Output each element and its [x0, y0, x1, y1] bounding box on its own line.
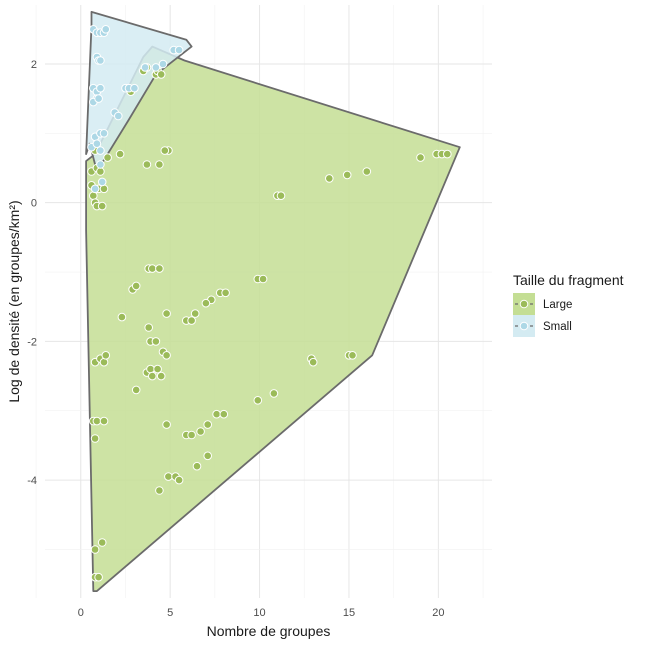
- x-tick-label: 20: [432, 607, 444, 619]
- point-large: [187, 316, 196, 325]
- tick-labels: 0 5 10 15 20 -4 -2 0 2: [27, 59, 444, 619]
- hull-small: [85, 10, 193, 173]
- hull-layer: [85, 10, 461, 592]
- point-large: [190, 309, 200, 318]
- point-large: [162, 420, 171, 429]
- legend-item-large: Large: [513, 293, 572, 315]
- point-large: [160, 146, 170, 155]
- point-large: [325, 174, 334, 183]
- x-tick-label: 15: [343, 607, 355, 619]
- point-large: [192, 461, 202, 471]
- point-large: [156, 70, 166, 79]
- point-large: [203, 420, 212, 429]
- hull-large: [85, 45, 461, 592]
- point-large: [221, 288, 230, 298]
- point-large: [443, 149, 452, 159]
- point-large: [342, 170, 352, 180]
- point-large: [115, 149, 125, 159]
- point-layer: [87, 25, 452, 582]
- point-large: [348, 351, 357, 360]
- point-large: [212, 409, 221, 419]
- point-large: [144, 323, 153, 332]
- point-large: [148, 371, 157, 381]
- point-large: [253, 396, 263, 405]
- y-tick-label: 0: [31, 198, 37, 210]
- y-axis-title: Log de densité (en groupes/km²): [6, 200, 22, 402]
- point-small: [96, 83, 105, 93]
- point-large: [99, 357, 109, 367]
- point-large: [308, 357, 318, 367]
- point-large: [148, 264, 157, 273]
- legend-title: Taille du fragment: [513, 272, 624, 288]
- point-small: [96, 146, 105, 155]
- point-large: [269, 389, 279, 398]
- point-small: [130, 83, 139, 93]
- x-tick-label: 5: [167, 607, 173, 619]
- point-large: [156, 371, 166, 381]
- point-small: [96, 160, 105, 169]
- point-small: [94, 94, 103, 103]
- point-large: [203, 451, 212, 461]
- point-small: [174, 45, 184, 55]
- legend: Taille du fragment Large Small: [513, 272, 624, 337]
- point-small: [140, 63, 150, 72]
- point-large: [142, 160, 152, 169]
- y-tick-label: -2: [27, 336, 37, 348]
- point-large: [174, 475, 184, 485]
- legend-key-point: [519, 321, 529, 331]
- point-large: [276, 191, 286, 200]
- point-small: [101, 25, 111, 34]
- point-large: [219, 409, 229, 419]
- point-large: [131, 385, 141, 395]
- point-small: [90, 184, 100, 194]
- point-large: [90, 434, 100, 443]
- point-small: [114, 111, 123, 121]
- point-large: [162, 309, 171, 318]
- point-small: [92, 139, 102, 148]
- point-large: [89, 191, 98, 200]
- point-large: [155, 160, 164, 169]
- point-small: [99, 129, 109, 138]
- point-large: [99, 416, 109, 426]
- x-tick-label: 10: [253, 607, 265, 619]
- y-tick-label: 2: [31, 59, 37, 71]
- point-large: [201, 298, 211, 308]
- point-large: [162, 351, 171, 360]
- legend-key-point: [519, 299, 529, 309]
- x-tick-label: 0: [78, 607, 84, 619]
- point-large: [416, 153, 425, 162]
- point-large: [101, 351, 111, 360]
- point-large: [196, 427, 205, 436]
- point-large: [362, 167, 372, 176]
- y-tick-label: -4: [27, 475, 37, 487]
- point-large: [96, 167, 105, 176]
- legend-label: Large: [543, 299, 572, 311]
- legend-item-small: Small: [513, 315, 572, 337]
- point-small: [151, 63, 161, 72]
- point-large: [90, 545, 100, 554]
- point-large: [258, 274, 268, 284]
- point-large: [164, 472, 173, 481]
- point-small: [158, 59, 168, 69]
- point-large: [187, 430, 196, 440]
- x-axis-title: Nombre de groupes: [207, 623, 331, 639]
- point-large: [117, 312, 127, 322]
- point-large: [103, 153, 112, 162]
- point-large: [92, 416, 102, 426]
- point-large: [99, 184, 109, 194]
- point-large: [97, 201, 107, 211]
- point-large: [155, 264, 164, 273]
- point-large: [146, 364, 155, 374]
- point-large: [97, 538, 107, 547]
- point-large: [153, 364, 162, 374]
- point-large: [94, 572, 103, 582]
- point-large: [131, 281, 141, 291]
- legend-label: Small: [543, 321, 572, 333]
- point-large: [151, 337, 161, 346]
- point-small: [97, 177, 107, 187]
- point-small: [96, 56, 105, 65]
- point-large: [155, 486, 164, 495]
